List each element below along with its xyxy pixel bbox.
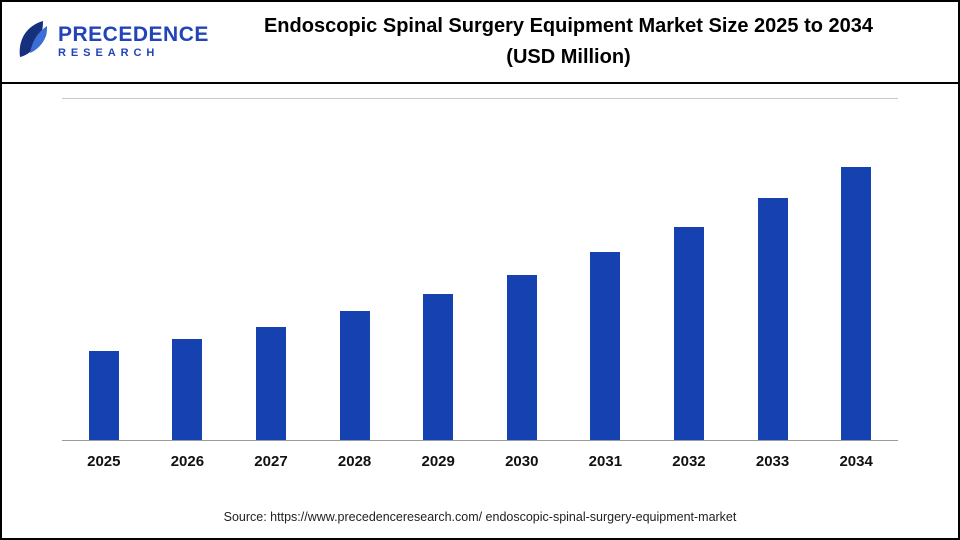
bar-column-2025 bbox=[62, 99, 146, 440]
bar-column-2026 bbox=[146, 99, 230, 440]
chart-title-line-2: (USD Million) bbox=[506, 46, 631, 68]
bar-2031 bbox=[590, 252, 621, 440]
x-tick-label-2031: 2031 bbox=[588, 453, 623, 470]
bar-2029 bbox=[423, 293, 454, 440]
bar-column-2027 bbox=[229, 99, 313, 440]
precedence-research-logo: PRECEDENCE RESEARCH bbox=[12, 20, 208, 65]
plot-area bbox=[62, 98, 898, 441]
bar-2025 bbox=[88, 350, 119, 440]
source-attribution: Source: https://www.precedenceresearch.c… bbox=[223, 510, 737, 524]
header: PRECEDENCE RESEARCH Endoscopic Spinal Su… bbox=[2, 2, 958, 84]
bar-column-2028 bbox=[313, 99, 397, 440]
bar-2033 bbox=[757, 198, 788, 440]
chart-region: 2025 2026 2027 2028 2029 2030 2031 2032 2033 2034 bbox=[2, 84, 958, 470]
bar-column-2029 bbox=[396, 99, 480, 440]
bar-2026 bbox=[172, 338, 203, 440]
x-tick-label-2030: 2030 bbox=[505, 453, 539, 470]
bar-column-2031 bbox=[564, 99, 648, 440]
bar-column-2032 bbox=[647, 99, 731, 440]
x-tick-label-2029: 2029 bbox=[421, 453, 455, 470]
x-tick-label-2033: 2033 bbox=[755, 453, 790, 470]
bar-2032 bbox=[673, 227, 704, 440]
bar-column-2034 bbox=[814, 99, 898, 440]
x-tick-label-2026: 2026 bbox=[170, 453, 205, 470]
logo-wordmark: PRECEDENCE bbox=[58, 23, 209, 47]
x-tick-label-2034: 2034 bbox=[839, 453, 873, 470]
source-row: Source: https://www.precedenceresearch.c… bbox=[2, 508, 958, 526]
bar-2028 bbox=[339, 310, 370, 440]
logo-subtitle: RESEARCH bbox=[58, 47, 160, 60]
x-axis-labels: 2025 2026 2027 2028 2029 2030 2031 2032 2033 2034 bbox=[62, 453, 898, 470]
chart-title-line-1: Endoscopic Spinal Surgery Equipment Mark… bbox=[263, 15, 874, 37]
bar-column-2033 bbox=[731, 99, 815, 440]
bar-2030 bbox=[506, 274, 537, 440]
x-tick-label-2028: 2028 bbox=[337, 453, 372, 470]
logo-text: PRECEDENCE RESEARCH bbox=[58, 24, 209, 60]
x-tick-label-2027: 2027 bbox=[254, 453, 288, 470]
x-tick-label-2032: 2032 bbox=[672, 453, 706, 470]
bar-2034 bbox=[841, 166, 872, 440]
laurel-leaf-logo-icon bbox=[16, 20, 52, 65]
x-tick-label-2025: 2025 bbox=[87, 453, 121, 470]
bar-2027 bbox=[255, 326, 286, 440]
bar-column-2030 bbox=[480, 99, 564, 440]
chart-title: Endoscopic Spinal Surgery Equipment Mark… bbox=[197, 11, 948, 73]
